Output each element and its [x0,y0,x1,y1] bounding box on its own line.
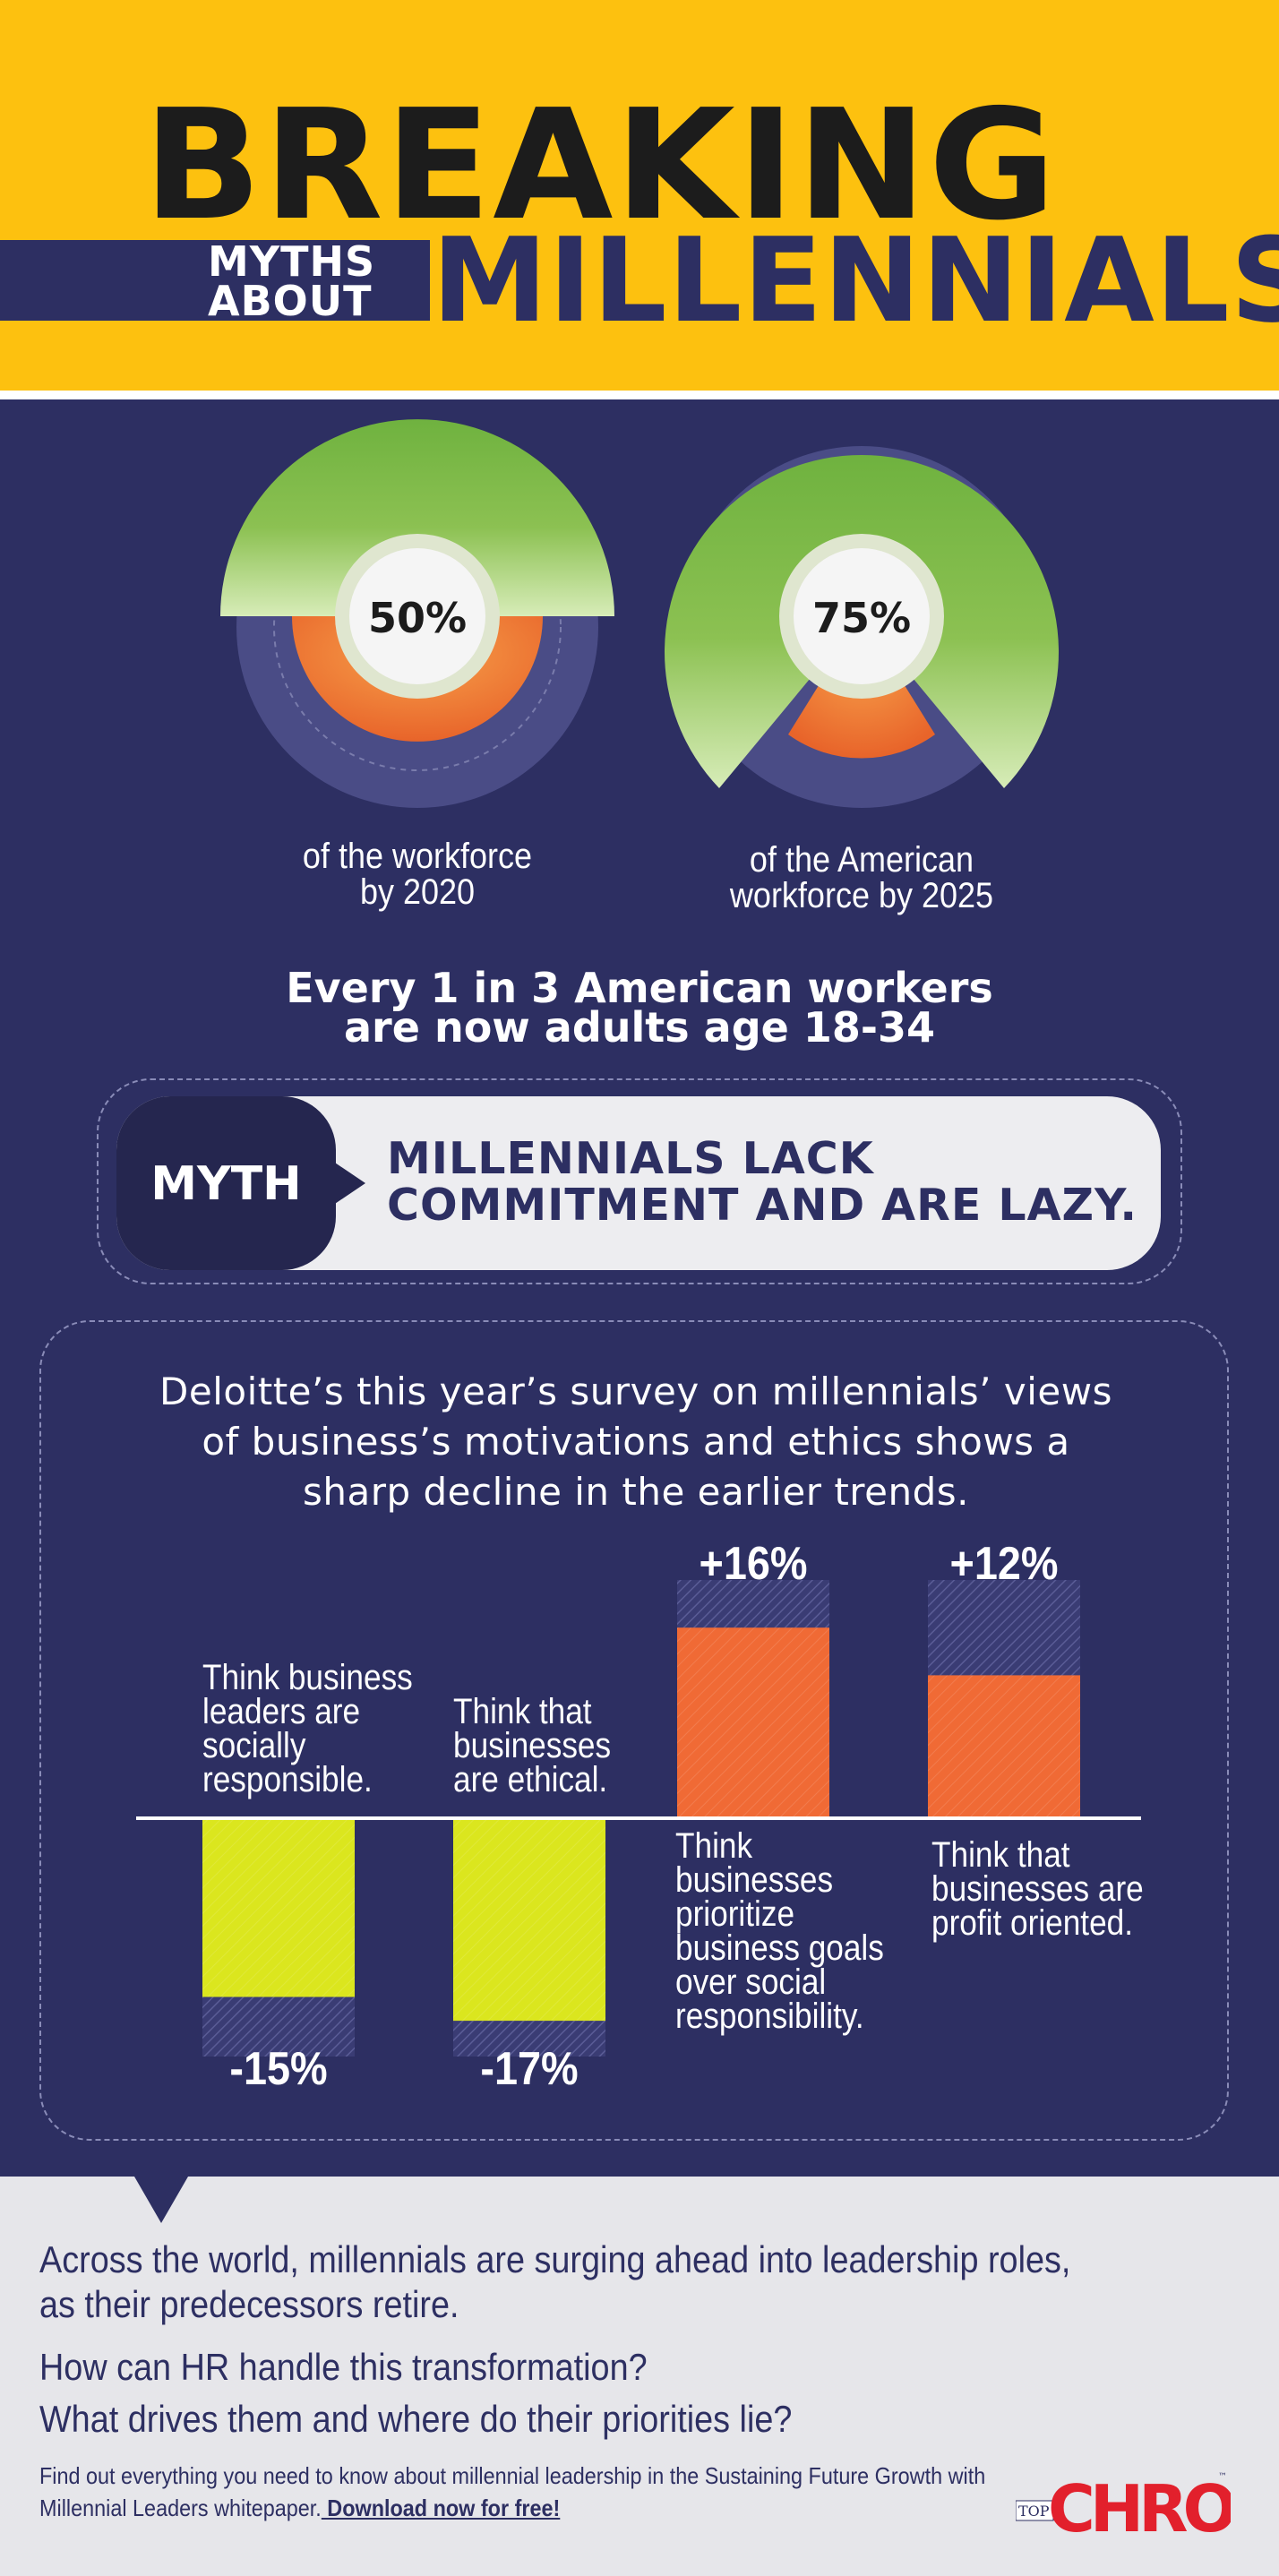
myth-arrow-icon [330,1159,365,1207]
header-divider [0,391,1279,399]
footer-pointer-icon [134,2177,188,2223]
donut-75-green-arc [665,454,1059,788]
topchro-logo: TOP CHRO ™ [1016,2471,1231,2546]
header-subtitle-small: MYTHS ABOUT [208,237,376,325]
footer-cta-line-2: Millennial Leaders whitepaper. Download … [39,2492,1007,2524]
footer-panel [0,2177,1279,2576]
myth-statement-line-1: MILLENNIALS LACK [387,1133,874,1184]
donut-75 [665,446,1059,808]
donut-75-caption-line-2: workforce by 2025 [729,876,994,915]
bar-label-3-line-1: Think [675,1826,753,1866]
donut-50-green-arc [220,419,614,616]
bar-label-4-line-2: businesses are [931,1869,1144,1909]
footer-question-1: How can HR handle this transformation? [39,2346,648,2388]
footer-line-1: Across the world, millennials are surgin… [39,2238,1071,2280]
logo-tm-text: ™ [1218,2472,1227,2482]
bar-texture-2 [453,1818,605,2022]
bar-label-4-line-1: Think that [931,1835,1070,1875]
bar-label-1-line-3: socially [202,1726,306,1765]
survey-intro-line-1: Deloitte’s this year’s survey on millenn… [159,1370,1112,1413]
bar-label-1-line-2: leaders are [202,1692,361,1731]
header-subtitle-line-2: ABOUT [208,277,373,325]
header-banner [0,0,1279,391]
header-band [0,240,430,321]
survey-intro: Deloitte’s this year’s survey on millenn… [54,1367,1218,1517]
bar-texture-4 [928,1675,1080,1818]
bar-texture-1 [202,1818,355,1997]
bar-label-3: Think businesses prioritize business goa… [675,1826,884,2036]
bar-label-2-line-3: are ethical. [453,1760,608,1799]
stat-line-1: Every 1 in 3 American workers [286,964,993,1012]
bar-label-1-line-1: Think business [202,1658,413,1697]
donut-charts: 50% 75% [220,419,1059,808]
bar-label-3-line-2: businesses [675,1860,834,1900]
donut-50-dashed-ring [273,483,562,771]
header-subtitle-large: MILLENNIALS [432,212,1279,348]
myth-tag [116,1096,336,1270]
bar-value-3: +16% [699,1538,808,1590]
myth-statement-line-2: COMMITMENT AND ARE LAZY. [387,1180,1138,1231]
donut-50-caption: of the workforce by 2020 [296,838,538,910]
bar-label-2-line-2: businesses [453,1726,612,1765]
footer-line-2: as their predecessors retire. [39,2283,459,2325]
stat-line-2: are now adults age 18-34 [344,1003,935,1052]
donut-75-center [794,548,930,684]
bar-label-3-line-4: business goals [675,1928,884,1968]
bar-value-1: -15% [229,2043,328,2095]
donut-75-value: 75% [812,594,911,642]
bar-value-2: -17% [480,2043,579,2095]
donut-50-caption-line-1: of the workforce [302,837,533,876]
bar-label-2: Think that businesses are ethical. [453,1692,612,1799]
bar-label-1-line-4: responsible. [202,1760,373,1799]
bar-label-4-line-3: profit oriented. [931,1903,1134,1943]
header-subtitle-line-1: MYTHS [208,237,376,286]
bar-texture-3 [677,1627,829,1818]
myth-statement: MILLENNIALS LACK COMMITMENT AND ARE LAZY… [387,1136,1137,1229]
footer-cta-text: Millennial Leaders whitepaper. [39,2494,322,2521]
footer-question-2: What drives them and where do their prio… [39,2398,793,2440]
donut-75-caption: of the American workforce by 2025 [717,842,1007,914]
survey-bar-chart [136,1580,1141,2057]
download-link[interactable]: Download now for free! [321,2494,561,2521]
footer-cta: Find out everything you need to know abo… [39,2460,1007,2524]
donut-50 [220,419,614,808]
donut-50-value: 50% [368,594,467,642]
bar-label-3-line-6: responsibility. [675,1996,864,2036]
header-title: BREAKING [143,77,1059,254]
bar-label-3-line-5: over social [675,1962,827,2002]
bars-group [202,1580,1080,2057]
myth-frame [97,1078,1182,1284]
donut-75-caption-line-1: of the American [749,840,974,880]
bar-label-3-line-3: prioritize [675,1894,795,1934]
bar-value-4: +12% [949,1538,1059,1590]
logo-main-text: CHRO [1048,2471,1231,2546]
footer-cta-line-1: Find out everything you need to know abo… [39,2462,986,2489]
survey-intro-line-2: of business’s motivations and ethics sho… [202,1420,1070,1464]
myth-tag-label: MYTH [150,1157,302,1211]
bar-label-2-line-1: Think that [453,1692,592,1731]
logo-top-text: TOP [1018,2503,1050,2520]
bar-label-1: Think business leaders are socially resp… [202,1658,413,1799]
survey-intro-line-3: sharp decline in the earlier trends. [303,1470,969,1514]
bar-label-4: Think that businesses are profit oriente… [931,1835,1144,1943]
donut-50-caption-line-2: by 2020 [359,872,476,912]
donut-50-center [349,548,485,684]
survey-frame [39,1320,1229,2141]
